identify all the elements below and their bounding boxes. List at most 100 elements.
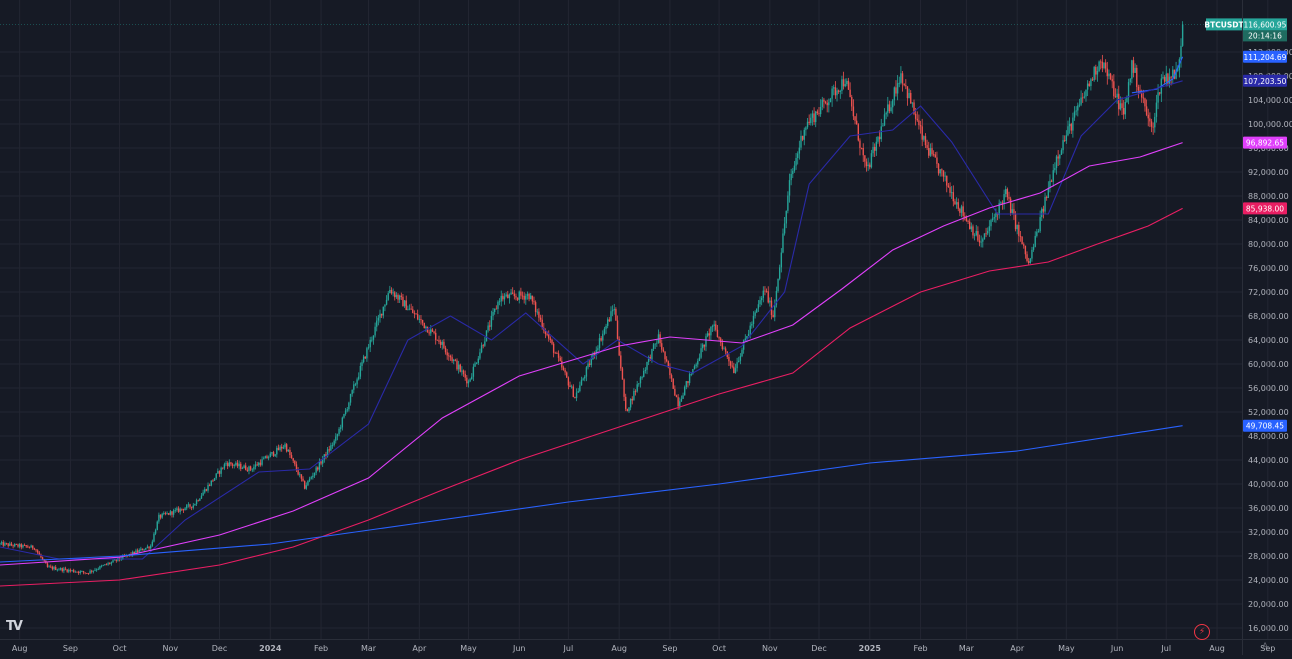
time-tick-label: Dec — [811, 644, 826, 653]
price-tick-label: 80,000.00 — [1248, 240, 1289, 249]
candle-body — [1086, 83, 1089, 90]
candle-body — [685, 381, 688, 388]
candle-body — [1104, 62, 1107, 69]
candle-body — [58, 569, 60, 571]
candle-body — [525, 295, 527, 300]
candle-body — [439, 341, 442, 345]
candle-body — [592, 353, 594, 360]
candle-body — [1018, 224, 1020, 236]
candle-body — [887, 104, 889, 113]
candle-body — [1026, 254, 1028, 262]
candle-body — [531, 295, 534, 302]
candle-body — [862, 148, 864, 156]
candle-body — [1085, 89, 1087, 97]
candle-body — [739, 356, 742, 361]
candle-body — [546, 333, 548, 335]
settings-icon[interactable]: A — [1262, 642, 1269, 652]
candle-body — [89, 570, 91, 574]
candle-body — [1000, 202, 1002, 204]
candle-body — [559, 357, 561, 361]
candle-body — [552, 343, 555, 353]
candle-body — [454, 359, 457, 361]
candle-body — [231, 464, 234, 466]
candle-body — [340, 427, 342, 429]
candle-body — [154, 530, 157, 534]
candle-body — [975, 231, 977, 236]
candle-body — [226, 463, 229, 467]
candle-body — [923, 136, 925, 140]
time-tick-label: 2025 — [859, 644, 882, 653]
candle-body — [467, 381, 470, 384]
candle-body — [1108, 73, 1110, 77]
candle-body — [459, 364, 461, 372]
candle-body — [967, 221, 969, 223]
candle-body — [113, 559, 116, 561]
candle-body — [441, 341, 443, 345]
candle-body — [1060, 150, 1063, 155]
go-to-realtime-icon[interactable]: ⚡ — [1194, 624, 1210, 640]
candle-body — [303, 480, 306, 489]
candle-body — [883, 114, 886, 126]
candle-body — [1132, 60, 1135, 73]
moving-average-line — [1131, 56, 1184, 94]
candle-body — [937, 163, 940, 174]
candle-body — [171, 511, 173, 515]
candle-body — [644, 369, 647, 372]
price-tick-label: 32,000.00 — [1248, 528, 1289, 537]
candle-body — [287, 449, 289, 452]
candle-body — [1082, 97, 1084, 99]
candle-body — [456, 360, 458, 370]
candle-body — [384, 304, 386, 307]
candle-body — [500, 295, 502, 302]
candle-body — [302, 478, 304, 481]
candle-body — [195, 500, 198, 505]
candle-body — [64, 568, 67, 570]
candle-body — [530, 295, 532, 300]
candle-body — [143, 549, 145, 551]
candle-body — [81, 571, 83, 572]
candle-body — [759, 300, 761, 305]
candle-body — [315, 467, 317, 473]
ma-value-badge — [1243, 202, 1287, 215]
candle-body — [716, 329, 719, 338]
candle-body — [451, 357, 453, 362]
candle-body — [189, 504, 191, 507]
candle-body — [946, 175, 948, 186]
candle-body — [323, 454, 326, 460]
candle-body — [251, 469, 253, 471]
candle-body — [86, 573, 88, 574]
candle-body — [957, 202, 959, 209]
candle-body — [1114, 96, 1117, 98]
candle-body — [973, 235, 976, 236]
candle-body — [955, 202, 958, 205]
candle-body — [335, 436, 337, 441]
candle-body — [308, 478, 311, 481]
candle-body — [1095, 66, 1097, 75]
candle-body — [135, 550, 137, 554]
candle-body — [847, 80, 850, 90]
candle-body — [534, 302, 537, 312]
candle-body — [320, 461, 322, 464]
candle-body — [74, 571, 77, 573]
candle-body — [164, 513, 167, 514]
candle-body — [358, 376, 360, 380]
candle-body — [795, 158, 797, 166]
candle-body — [921, 126, 923, 140]
candle-body — [511, 292, 514, 294]
candle-body — [1172, 69, 1174, 78]
candle-body — [186, 505, 188, 509]
candle-body — [880, 126, 882, 140]
candle-body — [516, 297, 519, 300]
candle-body — [448, 355, 450, 357]
candle-body — [225, 463, 227, 465]
candle-body — [526, 293, 529, 296]
candle-body — [1055, 156, 1058, 168]
ma-value-label: 85,938.00 — [1246, 204, 1284, 213]
candle-body — [829, 98, 832, 103]
candle-body — [767, 291, 769, 303]
candle-body — [629, 398, 632, 408]
candle-body — [941, 169, 943, 171]
candle-body — [472, 366, 475, 377]
